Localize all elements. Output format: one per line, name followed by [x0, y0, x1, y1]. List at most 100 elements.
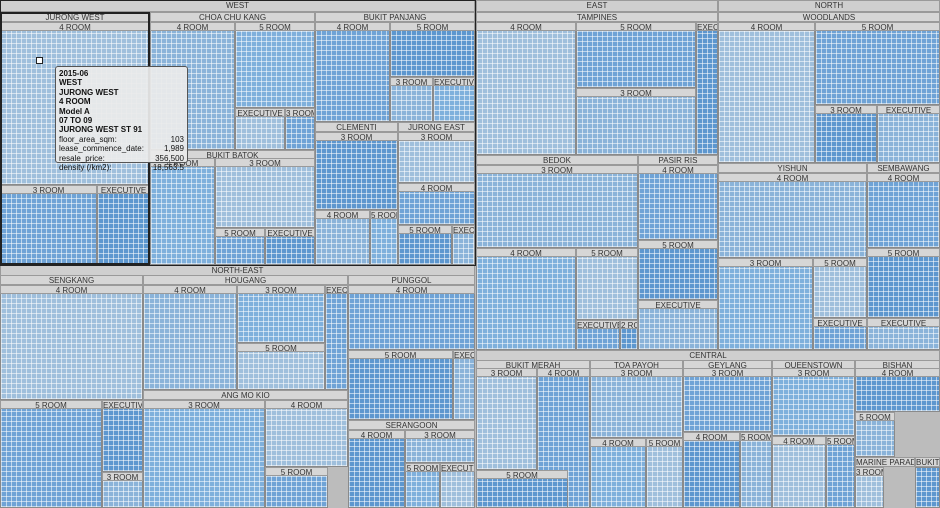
flat-cells [476, 256, 576, 350]
town-header[interactable]: HOUGANG [143, 275, 348, 285]
flat-type-header[interactable]: 5 ROOM [815, 22, 940, 31]
flat-type-header[interactable]: 5 ROOM [476, 470, 568, 479]
flat-type-header[interactable]: EXECUTIVE [440, 463, 475, 472]
flat-type-header[interactable]: 4 ROOM [150, 22, 235, 31]
region-header[interactable]: EAST [476, 0, 718, 12]
flat-type-header[interactable]: 4 ROOM [265, 400, 348, 409]
flat-type-header[interactable]: 4 ROOM [398, 183, 475, 192]
flat-type-header[interactable]: 5 ROOM [348, 350, 453, 359]
flat-type-header[interactable]: EXECUTIVE [877, 105, 940, 114]
flat-type-header[interactable]: 5 ROOM [405, 463, 440, 472]
flat-type-header[interactable]: 4 ROOM [348, 285, 475, 294]
flat-type-header[interactable]: 4 ROOM [855, 368, 940, 377]
flat-type-header[interactable]: 4 ROOM [315, 210, 370, 219]
town-header[interactable]: CHOA CHU KANG [150, 12, 315, 22]
flat-cells [638, 248, 718, 300]
flat-type-header[interactable]: EXECUTIVE [265, 228, 315, 237]
flat-cells [476, 173, 638, 248]
town-header[interactable]: ANG MO KIO [143, 390, 348, 400]
flat-type-header[interactable]: 5 ROOM [813, 258, 867, 267]
flat-type-header[interactable]: EXECUTIVE [102, 400, 143, 409]
flat-type-header[interactable]: 4 ROOM [0, 285, 143, 294]
flat-type-header[interactable]: EXECUTIVE [452, 225, 475, 234]
town-header[interactable]: SEMBAWANG [867, 163, 940, 173]
flat-type-header[interactable]: EXECUTIVE [638, 300, 718, 309]
town-header[interactable]: MARINE PARADE [855, 457, 915, 467]
town-header[interactable]: WOODLANDS [718, 12, 940, 22]
flat-type-header[interactable]: 3 ROOM [237, 285, 325, 294]
flat-type-header[interactable]: EXECUTIVE [867, 318, 940, 327]
flat-type-header[interactable]: 5 ROOM [390, 22, 475, 31]
flat-type-header[interactable]: 5 ROOM [826, 436, 855, 445]
flat-type-header[interactable]: 5 ROOM [215, 228, 265, 237]
flat-type-header[interactable]: 3 ROOM [398, 132, 475, 141]
town-header[interactable]: BUKIT TIMAH [915, 457, 940, 467]
flat-type-header[interactable]: 5 ROOM [638, 240, 718, 249]
flat-type-header[interactable]: 3 ROOM [476, 165, 638, 174]
flat-type-header[interactable]: 5 ROOM [370, 210, 398, 219]
flat-type-header[interactable]: 5 ROOM [740, 432, 772, 441]
flat-type-header[interactable]: 4 ROOM [718, 173, 867, 182]
flat-type-header[interactable]: 4 ROOM [348, 430, 405, 439]
town-header[interactable]: CLEMENTI [315, 122, 398, 132]
flat-type-header[interactable]: EXECUTIVE [325, 285, 348, 294]
flat-type-header[interactable]: 4 ROOM [590, 438, 646, 447]
town-header[interactable]: TAMPINES [476, 12, 718, 22]
flat-type-header[interactable]: EXECUTIVE [453, 350, 475, 359]
flat-type-header[interactable]: 3 ROOM [718, 258, 813, 267]
flat-type-header[interactable]: 3 ROOM [102, 472, 143, 481]
flat-type-header[interactable]: 5 ROOM [235, 22, 315, 31]
flat-type-header[interactable]: 3 ROOM [576, 88, 696, 97]
flat-cells [398, 140, 475, 183]
flat-type-header[interactable]: 4 ROOM [476, 22, 576, 31]
flat-type-header[interactable]: 4 ROOM [718, 22, 815, 31]
flat-type-header[interactable]: 5 ROOM [398, 225, 452, 234]
town-header[interactable]: PUNGGOL [348, 275, 475, 285]
town-header[interactable]: SERANGOON [348, 420, 475, 430]
flat-type-header[interactable]: 5 ROOM [855, 412, 895, 421]
town-header[interactable]: PASIR RIS [638, 155, 718, 165]
flat-type-header[interactable]: 3 ROOM [590, 368, 683, 377]
town-header[interactable]: SENGKANG [0, 275, 143, 285]
flat-type-header[interactable]: EXECUTIVE [813, 318, 867, 327]
flat-type-header[interactable]: 5 ROOM [867, 248, 940, 257]
flat-type-header[interactable]: EXECUTIVE [235, 108, 285, 117]
flat-type-header[interactable]: 4 ROOM [638, 165, 718, 174]
town-header[interactable]: YISHUN [718, 163, 867, 173]
flat-cells [348, 438, 405, 508]
flat-cells [102, 480, 143, 508]
town-header[interactable]: JURONG EAST [398, 122, 475, 132]
flat-type-header[interactable]: 5 ROOM [237, 343, 325, 352]
flat-type-header[interactable]: 2 ROOM [620, 320, 638, 329]
town-header[interactable]: BUKIT PANJANG [315, 12, 475, 22]
flat-cells [405, 438, 475, 463]
flat-type-header[interactable]: 3 ROOM [405, 430, 475, 439]
region-header[interactable]: NORTH [718, 0, 940, 12]
flat-type-header[interactable]: 4 ROOM [683, 432, 740, 441]
flat-type-header[interactable]: 4 ROOM [867, 173, 940, 182]
flat-type-header[interactable]: 4 ROOM [772, 436, 826, 445]
town-header[interactable]: BEDOK [476, 155, 638, 165]
flat-type-header[interactable]: 4 ROOM [143, 285, 237, 294]
flat-type-header[interactable]: 3 ROOM [390, 77, 433, 86]
flat-type-header[interactable]: EXECUTIVE [696, 22, 718, 31]
flat-type-header[interactable]: 3 ROOM [315, 132, 398, 141]
flat-type-header[interactable]: 3 ROOM [855, 467, 884, 476]
flat-type-header[interactable]: 5 ROOM [265, 467, 328, 476]
flat-type-header[interactable]: 4 ROOM [476, 248, 576, 257]
flat-type-header[interactable]: EXECUTIVE [576, 320, 620, 329]
flat-type-header[interactable]: 3 ROOM [476, 368, 537, 377]
flat-type-header[interactable]: 5 ROOM [576, 248, 638, 257]
flat-type-header[interactable]: EXECUTIVE [433, 77, 475, 86]
flat-type-header[interactable]: 3 ROOM [143, 400, 265, 409]
flat-type-header[interactable]: 3 ROOM [285, 108, 315, 117]
flat-type-header[interactable]: 3 ROOM [815, 105, 877, 114]
flat-type-header[interactable]: 5 ROOM [576, 22, 696, 31]
flat-type-header[interactable]: 3 ROOM [683, 368, 772, 377]
flat-type-header[interactable]: 3 ROOM [772, 368, 855, 377]
flat-type-header[interactable]: 5 ROOM [0, 400, 102, 409]
flat-type-header[interactable]: 3 ROOM [215, 158, 315, 167]
flat-type-header[interactable]: 5 ROOM [646, 438, 683, 447]
flat-type-header[interactable]: 4 ROOM [537, 368, 590, 377]
flat-type-header[interactable]: 4 ROOM [315, 22, 390, 31]
